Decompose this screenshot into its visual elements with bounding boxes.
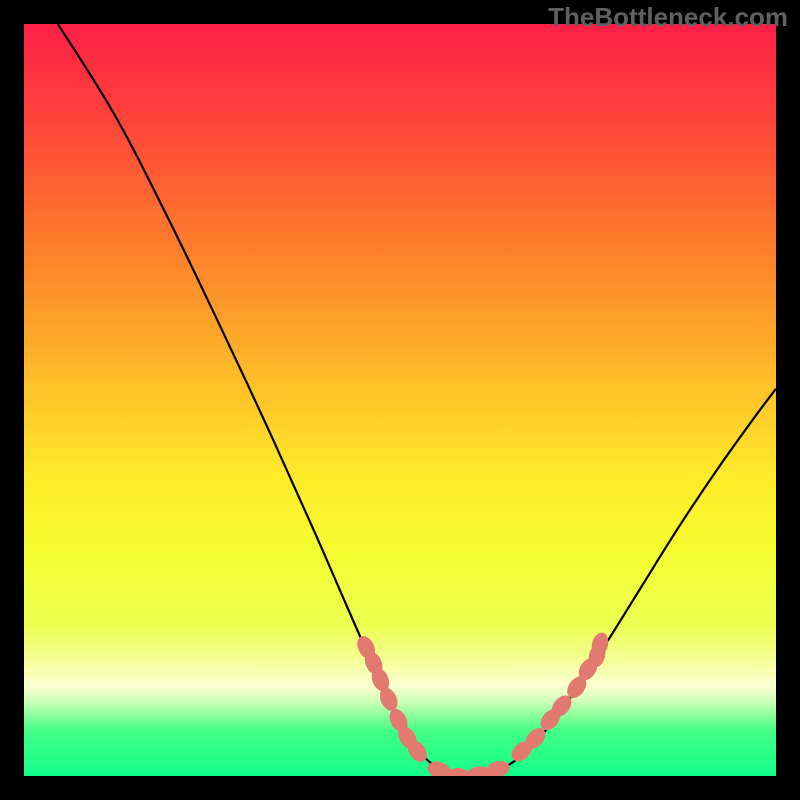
plot-area bbox=[24, 24, 776, 776]
gradient-background bbox=[24, 24, 776, 776]
chart-svg bbox=[24, 24, 776, 776]
watermark-text: TheBottleneck.com bbox=[548, 2, 788, 33]
chart-container: TheBottleneck.com bbox=[0, 0, 800, 800]
